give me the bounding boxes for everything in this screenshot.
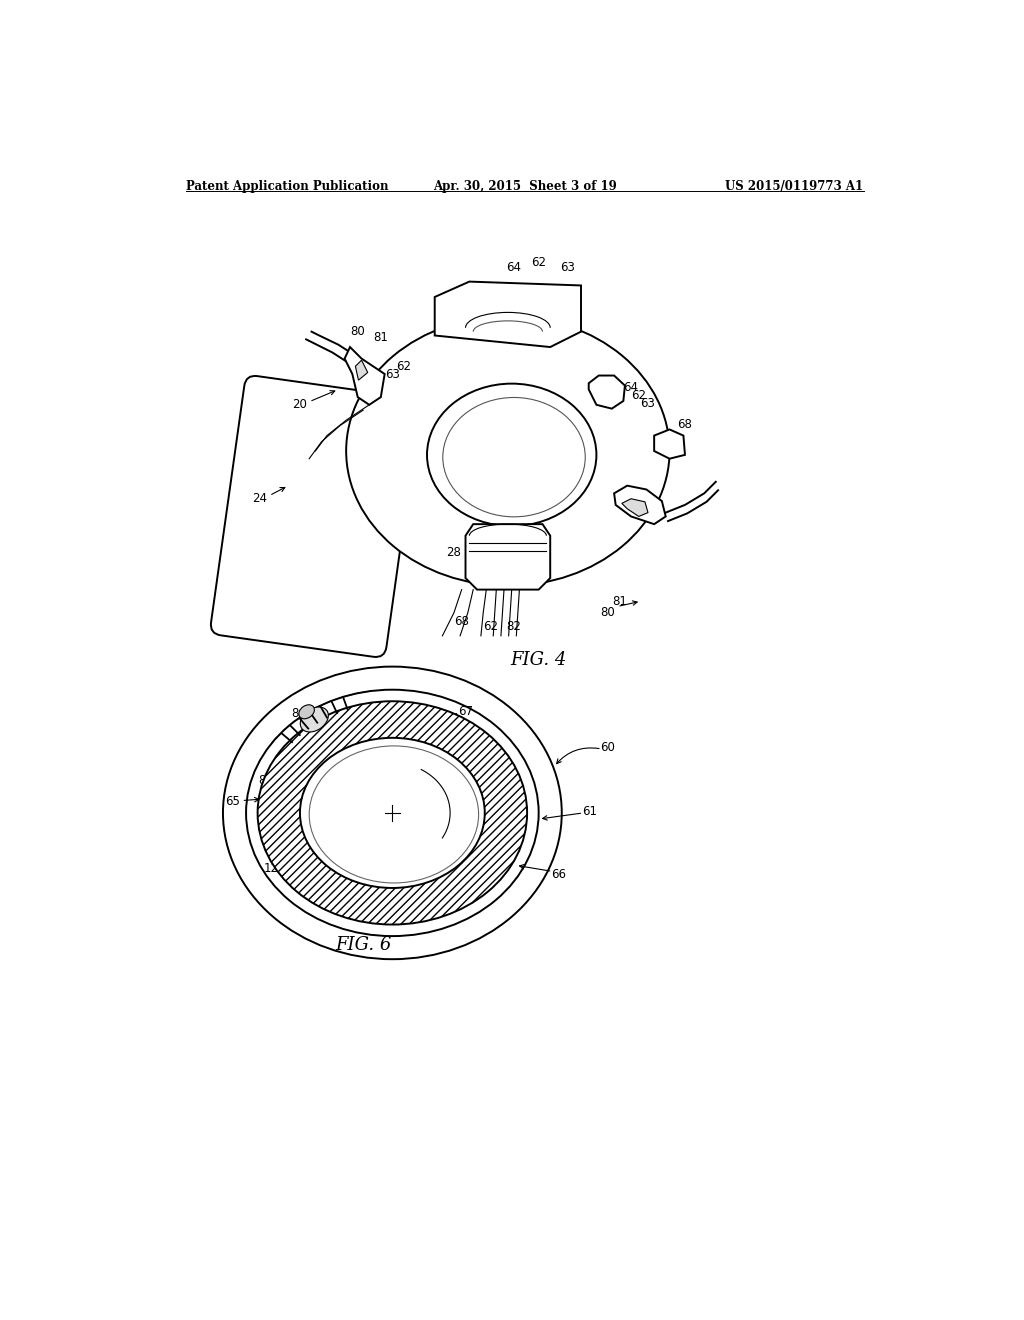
Ellipse shape <box>299 705 314 719</box>
Text: 84: 84 <box>291 708 306 721</box>
Polygon shape <box>589 376 625 409</box>
Text: 60: 60 <box>600 741 615 754</box>
Text: 80: 80 <box>350 325 366 338</box>
Text: 63: 63 <box>641 397 655 409</box>
Text: 64: 64 <box>624 381 639 395</box>
Text: 63: 63 <box>385 367 399 380</box>
Text: 62: 62 <box>483 620 499 634</box>
Text: 65: 65 <box>224 795 240 808</box>
Text: 67: 67 <box>458 705 473 718</box>
Ellipse shape <box>246 689 539 936</box>
Ellipse shape <box>300 708 329 733</box>
Text: 61: 61 <box>582 805 597 818</box>
Text: 12: 12 <box>263 862 279 875</box>
Polygon shape <box>622 499 648 516</box>
Text: 68: 68 <box>678 417 692 430</box>
Text: 20: 20 <box>293 399 307 412</box>
Text: Apr. 30, 2015  Sheet 3 of 19: Apr. 30, 2015 Sheet 3 of 19 <box>433 180 616 193</box>
Text: US 2015/0119773 A1: US 2015/0119773 A1 <box>725 180 863 193</box>
Text: FIG. 4: FIG. 4 <box>511 652 567 669</box>
Ellipse shape <box>309 746 478 883</box>
Ellipse shape <box>223 667 562 960</box>
Text: 62: 62 <box>631 389 646 403</box>
Text: FIG. 6: FIG. 6 <box>335 936 391 954</box>
Ellipse shape <box>300 738 484 888</box>
Text: 28: 28 <box>446 546 462 560</box>
Text: 83: 83 <box>407 702 421 714</box>
Text: 85: 85 <box>309 722 325 735</box>
Text: 24: 24 <box>253 492 267 506</box>
Text: 66: 66 <box>551 869 566 880</box>
Text: Patent Application Publication: Patent Application Publication <box>186 180 388 193</box>
Ellipse shape <box>346 317 670 586</box>
Ellipse shape <box>258 701 527 924</box>
Polygon shape <box>345 347 385 405</box>
Ellipse shape <box>427 384 596 527</box>
Text: 63: 63 <box>560 261 575 275</box>
Text: 62: 62 <box>396 360 412 372</box>
Polygon shape <box>355 360 368 380</box>
Text: 62: 62 <box>531 256 546 269</box>
Polygon shape <box>614 486 666 524</box>
Polygon shape <box>466 524 550 590</box>
Polygon shape <box>654 429 685 459</box>
Text: 64: 64 <box>514 441 529 454</box>
FancyBboxPatch shape <box>211 376 420 657</box>
Text: 64: 64 <box>507 261 521 275</box>
Text: 81: 81 <box>374 330 388 343</box>
Polygon shape <box>435 281 581 347</box>
Ellipse shape <box>442 397 586 517</box>
Text: 68: 68 <box>455 615 469 628</box>
Text: 85: 85 <box>258 774 272 787</box>
Text: 81: 81 <box>612 594 627 607</box>
Text: 80: 80 <box>601 606 615 619</box>
Text: 82: 82 <box>506 620 520 634</box>
